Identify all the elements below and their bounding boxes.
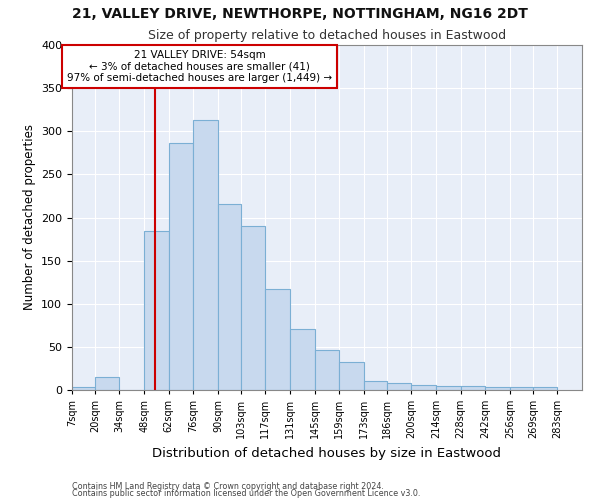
Text: 21 VALLEY DRIVE: 54sqm
← 3% of detached houses are smaller (41)
97% of semi-deta: 21 VALLEY DRIVE: 54sqm ← 3% of detached …	[67, 50, 332, 83]
Text: Contains public sector information licensed under the Open Government Licence v3: Contains public sector information licen…	[72, 489, 421, 498]
Bar	[95, 377, 119, 390]
Bar	[265, 289, 290, 390]
Bar	[218, 204, 241, 390]
Bar	[364, 380, 387, 390]
Bar	[533, 386, 557, 390]
Bar	[193, 120, 218, 390]
Bar	[436, 386, 461, 390]
Y-axis label: Number of detached properties: Number of detached properties	[23, 124, 35, 310]
Bar	[510, 388, 533, 390]
Title: Size of property relative to detached houses in Eastwood: Size of property relative to detached ho…	[148, 30, 506, 43]
Text: Contains HM Land Registry data © Crown copyright and database right 2024.: Contains HM Land Registry data © Crown c…	[72, 482, 384, 491]
X-axis label: Distribution of detached houses by size in Eastwood: Distribution of detached houses by size …	[152, 446, 502, 460]
Bar	[412, 385, 436, 390]
Bar	[461, 386, 485, 390]
Bar	[387, 383, 412, 390]
Bar	[241, 226, 265, 390]
Bar	[314, 350, 340, 390]
Bar	[340, 362, 364, 390]
Bar	[72, 388, 95, 390]
Bar	[169, 144, 193, 390]
Bar	[485, 388, 510, 390]
Text: 21, VALLEY DRIVE, NEWTHORPE, NOTTINGHAM, NG16 2DT: 21, VALLEY DRIVE, NEWTHORPE, NOTTINGHAM,…	[72, 8, 528, 22]
Bar	[290, 329, 314, 390]
Bar	[144, 232, 169, 390]
